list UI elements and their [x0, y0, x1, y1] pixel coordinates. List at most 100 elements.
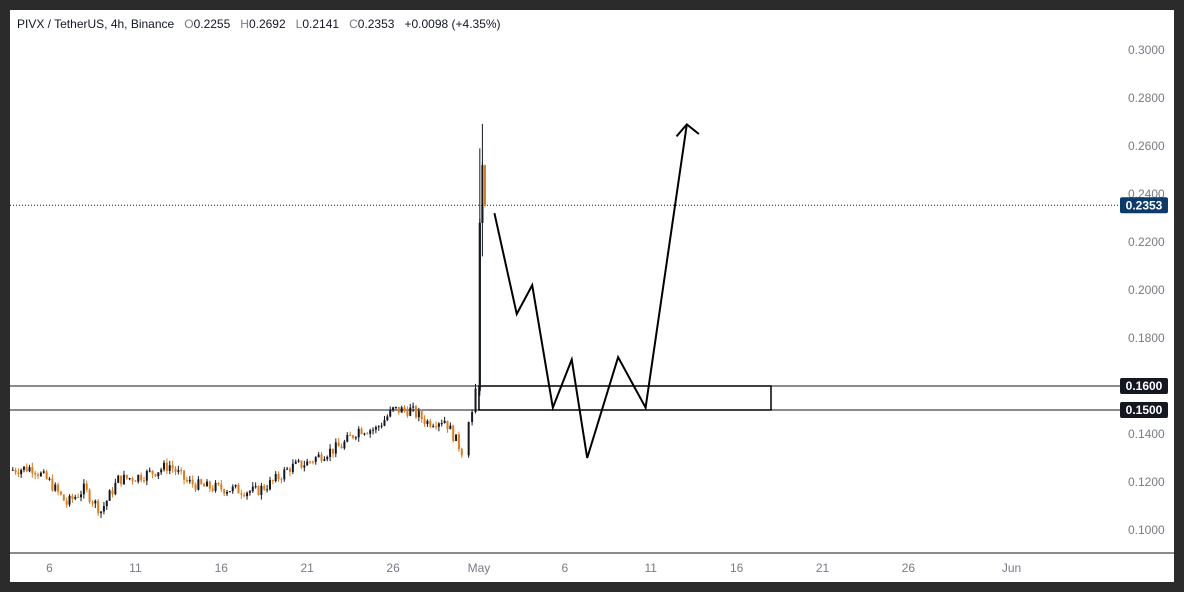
open-value: 0.2255	[193, 17, 231, 31]
candle-body	[314, 457, 317, 462]
candle-body	[449, 425, 452, 430]
high-value: 0.2692	[248, 17, 286, 31]
low-label: L	[295, 17, 303, 31]
candle-body	[394, 406, 397, 408]
y-tick-label: 0.1200	[1128, 475, 1165, 489]
candle-body	[429, 420, 432, 427]
candle-body	[217, 482, 220, 485]
last-price-badge-bg	[1120, 197, 1168, 214]
candle-body	[397, 406, 400, 413]
candle-body	[122, 474, 125, 485]
candle-body	[386, 416, 389, 421]
level-badge-bg	[1120, 402, 1168, 418]
candle-body	[432, 426, 435, 428]
candle-body	[257, 486, 260, 495]
candle-body	[11, 469, 14, 471]
y-tick-label: 0.2000	[1128, 283, 1165, 297]
candle-body	[467, 422, 470, 456]
candle-body	[260, 485, 263, 495]
ohlc-legend: PIVX / TetherUS, 4h, Binance O0.2255 H0.…	[17, 17, 501, 31]
candles	[11, 123, 486, 518]
candle-body	[14, 469, 17, 473]
candle-body	[128, 478, 131, 480]
candle-body	[343, 441, 346, 449]
x-tick-label: 16	[215, 561, 229, 575]
x-tick-label: 11	[645, 561, 658, 575]
low-value: 0.2141	[302, 17, 340, 31]
candle-body	[117, 475, 120, 483]
candle-body	[383, 420, 386, 426]
candle-body	[214, 482, 217, 491]
candle-body	[94, 500, 97, 504]
candle-body	[366, 433, 369, 435]
candle-body	[409, 407, 412, 416]
candle-body	[151, 470, 154, 475]
candle-body	[125, 474, 128, 479]
candle-body	[137, 474, 140, 482]
candle-body	[28, 467, 31, 472]
candle-body	[374, 427, 377, 430]
candle-body	[460, 448, 463, 456]
candle-body	[300, 460, 303, 468]
candle-body	[283, 469, 286, 480]
candle-body	[17, 472, 20, 475]
candle-body	[197, 479, 200, 490]
candle-body	[177, 470, 180, 472]
candle-body	[392, 407, 395, 410]
candle-body	[145, 471, 148, 481]
candle-body	[289, 468, 292, 472]
candle-body	[108, 490, 111, 501]
symbol-title: PIVX / TetherUS, 4h, Binance	[17, 17, 175, 31]
last-price-badge-label: 0.2353	[1126, 198, 1163, 212]
candle-body	[311, 461, 314, 463]
price-chart[interactable]: 0.30000.28000.26000.24000.22000.20000.18…	[10, 10, 1174, 582]
candle-body	[191, 479, 194, 485]
candle-body	[45, 471, 48, 480]
candle-body	[329, 448, 332, 457]
x-tick-label: 26	[386, 561, 400, 575]
change-value: +0.0098 (+4.35%)	[404, 17, 501, 31]
candle-body	[226, 491, 229, 494]
candle-body	[97, 500, 100, 514]
candle-body	[205, 481, 208, 487]
candle-body	[171, 465, 174, 469]
candle-body	[340, 446, 343, 449]
candle-body	[74, 496, 77, 499]
candle-body	[414, 406, 417, 418]
candle-body	[77, 496, 80, 498]
candle-body	[294, 461, 297, 464]
candle-body	[291, 463, 294, 472]
candle-body	[403, 407, 406, 411]
candle-body	[223, 489, 226, 494]
candle-body	[426, 420, 429, 424]
candle-body	[357, 428, 360, 438]
candle-body	[134, 480, 137, 482]
close-label: C	[349, 17, 358, 31]
last-price-badge: 0.2353	[1120, 197, 1168, 214]
candle-body	[34, 472, 37, 475]
candle-body	[59, 491, 62, 495]
candle-body	[277, 474, 280, 480]
candle-body	[42, 471, 45, 473]
candle-body	[471, 412, 474, 422]
candle-body	[406, 410, 409, 416]
candle-body	[363, 433, 366, 435]
candle-body	[354, 437, 357, 439]
candle-body	[349, 435, 352, 437]
candle-body	[423, 419, 426, 424]
candle-body	[188, 479, 191, 482]
candle-body	[160, 469, 163, 473]
x-tick-label: 21	[816, 561, 830, 575]
y-tick-label: 0.3000	[1128, 43, 1165, 57]
candle-body	[452, 425, 455, 441]
candle-body	[142, 480, 145, 482]
x-tick-label: Jun	[1002, 561, 1021, 575]
candle-body	[220, 484, 223, 490]
candle-body	[51, 478, 54, 491]
candle-body	[208, 481, 211, 489]
candle-body	[48, 478, 51, 480]
candle-body	[306, 461, 309, 466]
candle-body	[268, 480, 271, 490]
candle-body	[483, 165, 486, 206]
candle-body	[266, 489, 269, 491]
